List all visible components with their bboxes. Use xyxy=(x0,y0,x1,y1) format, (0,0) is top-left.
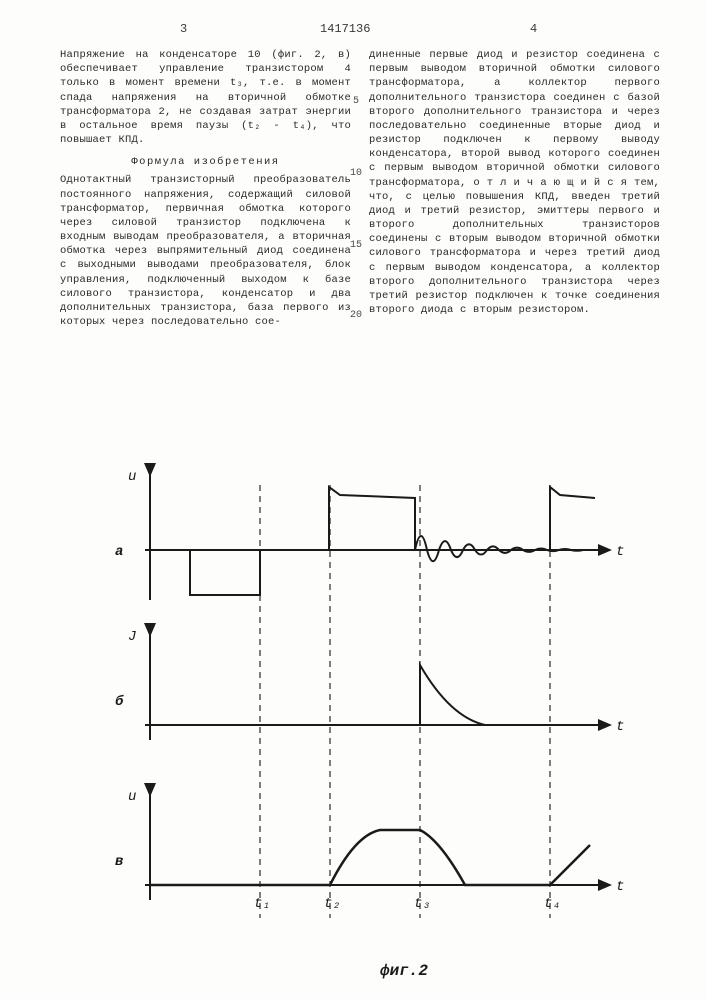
figure-2: u t а Jt б u t в t₁ t₂ t₃ t₄ фиг.2 xyxy=(80,460,640,980)
page-number-left: 3 xyxy=(180,22,187,36)
svg-text:u: u xyxy=(128,469,136,485)
figure-svg: u t а Jt б u t в t₁ t₂ t₃ t₄ xyxy=(80,460,640,980)
svg-text:t₄: t₄ xyxy=(544,896,561,912)
page-number-right: 4 xyxy=(530,22,537,36)
text-columns: Напряжение на конденсаторе 10 (фиг. 2, в… xyxy=(60,48,660,329)
paragraph: диненные первые диод и резистор соединен… xyxy=(369,48,660,317)
svg-text:J: J xyxy=(128,629,136,645)
svg-text:t: t xyxy=(616,544,624,560)
svg-text:t: t xyxy=(616,719,624,735)
formula-heading: Формула изобретения xyxy=(60,155,351,169)
svg-text:t: t xyxy=(616,879,624,895)
paragraph: Однотактный транзисторный преобразовател… xyxy=(60,173,351,329)
right-column: диненные первые диод и резистор соединен… xyxy=(369,48,660,329)
svg-text:б: б xyxy=(115,694,124,710)
svg-text:в: в xyxy=(115,854,123,870)
document-number: 1417136 xyxy=(320,22,370,36)
figure-label: фиг.2 xyxy=(380,962,428,980)
svg-text:t₁: t₁ xyxy=(254,896,271,912)
paragraph: Напряжение на конденсаторе 10 (фиг. 2, в… xyxy=(60,48,351,147)
svg-text:t₃: t₃ xyxy=(414,896,431,912)
svg-text:t₂: t₂ xyxy=(324,896,341,912)
svg-text:u: u xyxy=(128,789,136,805)
svg-text:а: а xyxy=(115,544,123,560)
page: 3 1417136 4 5 10 15 20 Напряжение на кон… xyxy=(0,0,707,1000)
left-column: Напряжение на конденсаторе 10 (фиг. 2, в… xyxy=(60,48,351,329)
